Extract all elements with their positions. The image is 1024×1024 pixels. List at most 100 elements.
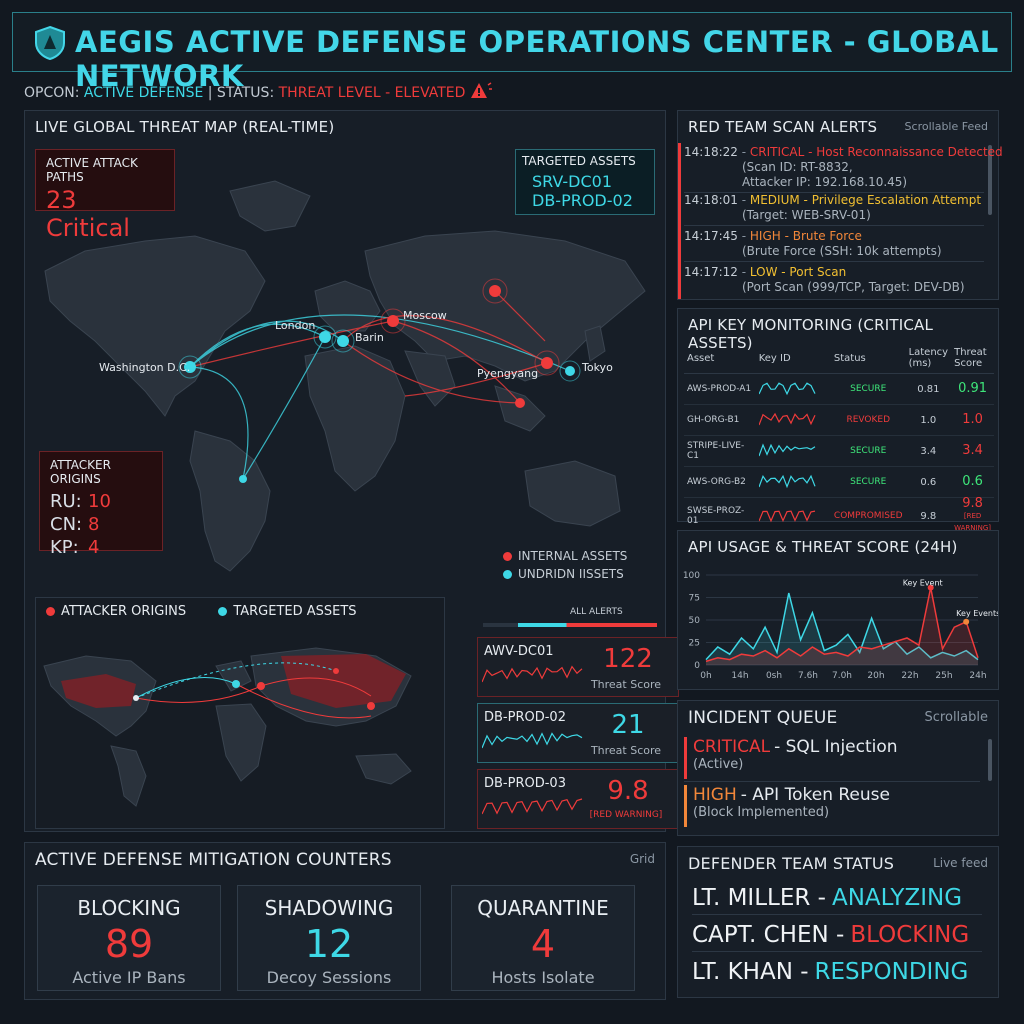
status-bar: OPCON: ACTIVE DEFENSE | STATUS: THREAT L…: [24, 82, 492, 101]
col-asset: Asset: [684, 343, 756, 374]
key-event-marker[interactable]: [927, 584, 934, 591]
api-key-panel: API KEY MONITORING (CRITICAL ASSETS) Ass…: [677, 308, 999, 535]
counter-value: 89: [104, 922, 154, 966]
legend-internal: INTERNAL ASSETS: [503, 547, 627, 565]
alert-line: 14:17:45 - HIGH - Brute Force: [684, 229, 984, 244]
col-threat-score: Threat Score: [951, 343, 994, 374]
score-card-value: 122: [603, 644, 653, 674]
score-card[interactable]: DB-PROD-02 21 Threat Score: [477, 703, 679, 763]
origin-count: 10: [88, 491, 111, 512]
incident-item[interactable]: HIGH - API Token Reuse (Block Implemented): [684, 785, 980, 827]
col-key-id: Key ID: [755, 343, 831, 374]
counter-sub: Decoy Sessions: [266, 968, 392, 987]
incident-line: CRITICAL - SQL Injection: [693, 737, 980, 757]
score-card-value: 21: [611, 710, 645, 740]
counter-value: 4: [530, 922, 556, 966]
incident-line: HIGH - API Token Reuse: [693, 785, 980, 805]
score-card[interactable]: DB-PROD-03 9.8 [RED WARNING]: [477, 769, 679, 829]
alert-item[interactable]: 14:17:45 - HIGH - Brute Force (Brute Forc…: [684, 229, 984, 262]
defender-row[interactable]: LT. MILLER - ANALYZING: [692, 885, 982, 915]
red-team-panel: RED TEAM SCAN ALERTS Scrollable Feed 14:…: [677, 110, 1003, 300]
score-card[interactable]: AWV-DC01 122 Threat Score: [477, 637, 679, 697]
mini-world-map[interactable]: [36, 626, 444, 826]
attacker-origins-box: ATTACKER ORIGINS RU: 10 CN: 8 KP: 4: [39, 451, 163, 558]
counter-label: QUARANTINE: [477, 896, 609, 920]
city-label-pyongyang: Pyengyang: [477, 367, 539, 380]
alert-sep: -: [799, 193, 812, 207]
counter-value: 12: [304, 922, 354, 966]
usage-chart[interactable]: 100 75 50 25 00h 14h 0sh 7.6h 7.0h 20h 22h 25h 24h Ke…: [678, 561, 998, 689]
sparkline-icon: [758, 510, 815, 522]
score-card-name: DB-PROD-03: [484, 776, 566, 791]
warning-icon: [470, 82, 492, 98]
red-team-feed-bar: [678, 143, 681, 299]
alert-detail: (Scan ID: RT-8832,: [742, 160, 853, 174]
all-alerts-label[interactable]: ALL ALERTS: [570, 607, 623, 617]
x-tick-label: 24h: [969, 671, 986, 681]
sparkline-icon: [482, 732, 583, 749]
mitigation-panel: ACTIVE DEFENSE MITIGATION COUNTERS Grid …: [24, 842, 666, 1000]
targeted-asset-2[interactable]: DB-PROD-02: [532, 191, 633, 210]
threat-map-panel: LIVE GLOBAL THREAT MAP (REAL-TIME): [24, 110, 679, 832]
header-bar: AEGIS ACTIVE DEFENSE OPERATIONS CENTER -…: [12, 12, 1012, 93]
status-cell: REVOKED: [830, 404, 906, 436]
targeted-assets-label: TARGETED ASSETS: [522, 154, 636, 168]
world-map[interactable]: [25, 141, 665, 591]
threat-score-value: 0.6: [962, 474, 983, 489]
scrollbar[interactable]: [988, 739, 992, 781]
latency-cell: 1.0: [905, 404, 952, 436]
alert-detail: Attacker IP: 192.168.10.45): [742, 175, 908, 189]
incident-state: (Active): [693, 757, 744, 772]
asset-cell: SWSE-PROZ-01: [684, 497, 756, 535]
key-id-cell: [755, 466, 831, 498]
x-tick-label: 0sh: [766, 671, 782, 681]
alert-item[interactable]: 14:18:01 - MEDIUM - Privilege Escalation…: [684, 193, 984, 226]
table-row[interactable]: GH-ORG-B1 REVOKED 1.0 1.0: [684, 404, 994, 436]
targeted-asset-1[interactable]: SRV-DC01: [532, 172, 613, 191]
threat-score-value: 9.8: [962, 496, 983, 511]
status-cell: SECURE: [830, 435, 906, 467]
sparkline-icon: [758, 442, 816, 456]
asset-cell: GH-ORG-B1: [684, 404, 756, 436]
origin-row: CN: 8: [50, 513, 152, 536]
alert-item[interactable]: 14:18:22 - CRITICAL - Host Reconnaissanc…: [684, 145, 1003, 193]
attacker-origins-list: RU: 10 CN: 8 KP: 4: [50, 490, 152, 559]
defender-row[interactable]: LT. KHAN - RESPONDING: [692, 959, 982, 988]
threat-score-value: 1.0: [962, 412, 983, 427]
table-row[interactable]: STRIPE-LIVE-C1 SECURE 3.4 3.4: [684, 435, 994, 467]
table-row[interactable]: AWS-PROD-A1 SECURE 0.81 0.91: [684, 373, 994, 405]
counter-shadowing[interactable]: SHADOWING 12 Decoy Sessions: [237, 885, 421, 991]
page-title: AEGIS ACTIVE DEFENSE OPERATIONS CENTER -…: [75, 25, 999, 93]
table-row[interactable]: SWSE-PROZ-01 COMPROMISED 9.8 9.8 [RED WARNIN…: [684, 496, 994, 535]
annotation-label: Key Events: [956, 609, 998, 618]
key-id-cell: [755, 373, 831, 405]
mini-map-panel: ATTACKER ORIGINS TARGETED ASSETS: [35, 597, 445, 829]
counter-quarantine[interactable]: QUARANTINE 4 Hosts Isolate: [451, 885, 635, 991]
status-cell: SECURE: [830, 373, 906, 405]
incident-severity: CRITICAL: [693, 737, 771, 757]
counter-sub: Hosts Isolate: [491, 968, 595, 987]
table-header-row: Asset Key ID Status Latency (ms) Threat …: [684, 343, 994, 374]
origin-row: KP: 4: [50, 536, 152, 559]
alert-line: 14:18:01 - MEDIUM - Privilege Escalation…: [684, 193, 984, 208]
opcon-label: OPCON:: [24, 85, 80, 101]
incident-item[interactable]: CRITICAL - SQL Injection (Active): [684, 737, 980, 782]
key-event-marker[interactable]: [963, 618, 970, 625]
defender-status: RESPONDING: [814, 959, 969, 985]
alert-time: 14:17:45: [684, 229, 738, 243]
scrollbar[interactable]: [988, 145, 992, 215]
alert-message: Host Reconnaissance Detected: [816, 145, 1003, 159]
defender-name: LT. MILLER -: [692, 885, 826, 911]
alert-line: 14:17:12 - LOW - Port Scan: [684, 265, 984, 280]
asset-cell: AWS-PROD-A1: [684, 373, 756, 405]
table-row[interactable]: AWS-ORG-B2 SECURE 0.6 0.6: [684, 466, 994, 498]
divider: [684, 225, 984, 226]
counter-blocking[interactable]: BLOCKING 89 Active IP Bans: [37, 885, 221, 991]
defender-row[interactable]: CAPT. CHEN - BLOCKING: [692, 922, 982, 952]
x-tick-label: 14h: [731, 671, 748, 681]
score-card-value: 9.8: [607, 776, 649, 806]
alert-time: 14:18:22: [684, 145, 738, 159]
status-cell: COMPROMISED: [830, 497, 906, 535]
origin-row: RU: 10: [50, 490, 152, 513]
alert-item[interactable]: 14:17:12 - LOW - Port Scan (Port Scan (99…: [684, 265, 984, 295]
